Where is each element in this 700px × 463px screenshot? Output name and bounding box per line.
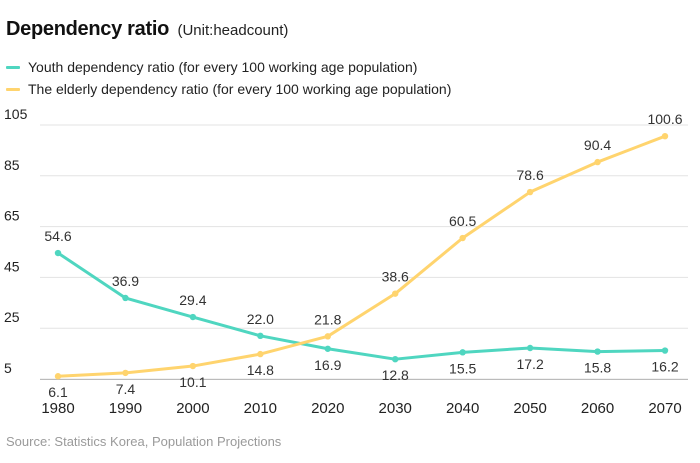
point-youth-2050 <box>526 344 534 352</box>
legend-label-elderly: The elderly dependency ratio (for every … <box>28 81 452 97</box>
data-label-elderly-2020: 21.8 <box>314 311 341 327</box>
x-tick-label-2070: 2070 <box>648 400 681 417</box>
x-tick-label-2060: 2060 <box>581 400 614 417</box>
data-label-youth-2000: 29.4 <box>179 292 206 308</box>
data-label-youth-2010: 22.0 <box>247 311 274 327</box>
point-elderly-1980 <box>54 373 62 380</box>
point-youth-2010 <box>257 332 264 340</box>
x-tick-label-1990: 1990 <box>109 400 142 417</box>
y-tick-label-85: 85 <box>4 157 20 173</box>
point-youth-2040 <box>459 349 466 356</box>
point-youth-1990 <box>122 294 129 302</box>
data-label-youth-1990: 36.9 <box>112 273 139 289</box>
data-label-youth-2060: 15.8 <box>584 360 611 376</box>
x-tick-label-2040: 2040 <box>446 400 479 417</box>
legend: Youth dependency ratio (for every 100 wo… <box>6 56 451 100</box>
point-elderly-2050 <box>526 188 534 196</box>
legend-item-elderly: The elderly dependency ratio (for every … <box>6 78 451 100</box>
data-label-youth-2070: 16.2 <box>651 359 678 375</box>
point-youth-2070 <box>661 347 669 354</box>
point-elderly-2020 <box>324 333 331 340</box>
data-label-elderly-2030: 38.6 <box>382 269 409 285</box>
point-youth-2020 <box>324 345 331 352</box>
series-line-elderly <box>56 134 667 378</box>
chart-unit: (Unit:headcount) <box>177 22 289 39</box>
data-label-elderly-1990: 7.4 <box>116 381 136 397</box>
y-tick-label-25: 25 <box>4 309 20 325</box>
data-label-elderly-2000: 10.1 <box>179 374 206 390</box>
data-label-elderly-1980: 6.1 <box>48 384 68 400</box>
data-label-elderly-2050: 78.6 <box>516 167 543 183</box>
chart-title-row: Dependency ratio (Unit:headcount) <box>6 18 288 41</box>
point-elderly-2040 <box>459 234 466 242</box>
y-tick-label-5: 5 <box>4 360 12 376</box>
x-tick-label-2020: 2020 <box>311 400 344 417</box>
data-label-elderly-2060: 90.4 <box>584 137 611 153</box>
data-label-youth-2040: 15.5 <box>449 360 476 376</box>
point-youth-2030 <box>392 355 399 363</box>
data-label-elderly-2070: 100.6 <box>647 111 682 127</box>
x-tick-label-2000: 2000 <box>176 400 209 417</box>
chart-title: Dependency ratio <box>6 18 170 40</box>
x-tick-label-2030: 2030 <box>379 400 412 417</box>
point-elderly-1990 <box>122 369 129 377</box>
series-line-youth <box>56 251 667 361</box>
legend-swatch-youth <box>6 65 20 69</box>
data-label-elderly-2010: 14.8 <box>247 362 274 378</box>
data-label-youth-2050: 17.2 <box>516 356 543 372</box>
data-label-youth-1980: 54.6 <box>44 228 71 244</box>
point-youth-2060 <box>594 348 601 355</box>
y-tick-label-45: 45 <box>4 258 20 274</box>
y-tick-label-65: 65 <box>4 208 20 224</box>
legend-label-youth: Youth dependency ratio (for every 100 wo… <box>28 59 418 75</box>
source-note: Source: Statistics Korea, Population Pro… <box>6 434 282 449</box>
point-youth-1980 <box>54 249 62 257</box>
data-label-youth-2020: 16.9 <box>314 357 341 373</box>
data-label-elderly-2040: 60.5 <box>449 213 476 229</box>
y-tick-label-105: 105 <box>4 106 28 122</box>
point-elderly-2010 <box>257 350 264 358</box>
point-elderly-2060 <box>594 158 601 166</box>
x-tick-label-2050: 2050 <box>513 400 546 417</box>
point-elderly-2070 <box>661 132 669 140</box>
point-elderly-2030 <box>392 290 399 297</box>
data-label-youth-2030: 12.8 <box>382 367 409 383</box>
x-tick-label-2010: 2010 <box>244 400 277 417</box>
point-elderly-2000 <box>189 362 197 370</box>
legend-item-youth: Youth dependency ratio (for every 100 wo… <box>6 56 451 78</box>
x-tick-label-1980: 1980 <box>41 400 74 417</box>
point-youth-2000 <box>189 313 197 321</box>
legend-swatch-elderly <box>6 87 20 91</box>
